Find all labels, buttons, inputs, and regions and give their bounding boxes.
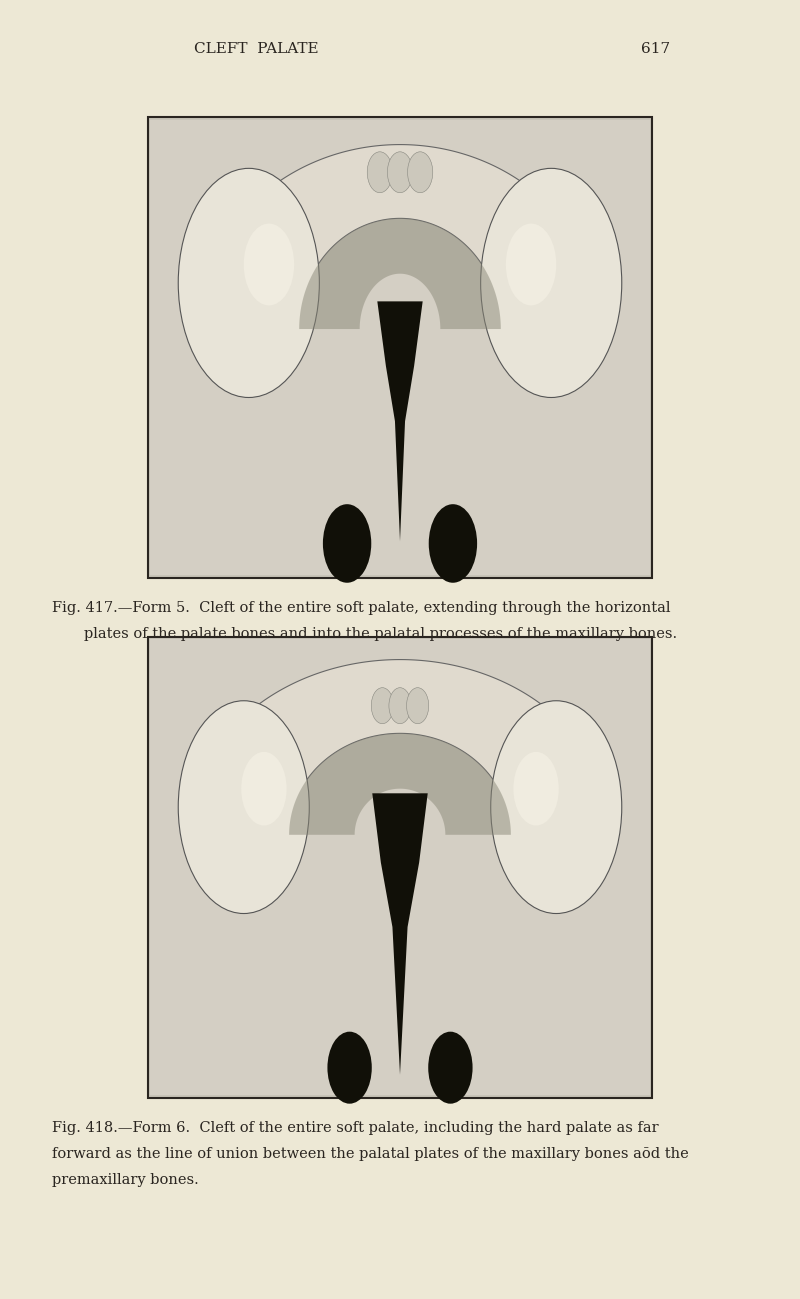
Circle shape (178, 169, 319, 397)
Circle shape (371, 687, 394, 724)
Polygon shape (299, 218, 501, 329)
Circle shape (387, 152, 413, 192)
Circle shape (490, 700, 622, 913)
Text: premaxillary bones.: premaxillary bones. (52, 1173, 198, 1187)
Polygon shape (372, 794, 428, 1074)
Bar (150, 120, 650, 575)
Bar (148, 117, 652, 578)
Circle shape (327, 1031, 372, 1104)
Circle shape (244, 223, 294, 305)
Circle shape (428, 1031, 473, 1104)
Circle shape (389, 687, 411, 724)
Bar (150, 639, 650, 1095)
Circle shape (323, 504, 371, 583)
Circle shape (429, 504, 477, 583)
Circle shape (367, 152, 393, 192)
Polygon shape (289, 734, 511, 835)
Circle shape (406, 687, 429, 724)
Text: plates of the palate bones and into the palatal processes of the maxillary bones: plates of the palate bones and into the … (84, 627, 677, 642)
Text: Fig. 418.—Form 6.  Cleft of the entire soft palate, including the hard palate as: Fig. 418.—Form 6. Cleft of the entire so… (52, 1121, 658, 1135)
Circle shape (481, 169, 622, 397)
Polygon shape (378, 301, 422, 542)
Circle shape (514, 752, 558, 826)
Circle shape (506, 223, 556, 305)
Circle shape (178, 700, 310, 913)
Polygon shape (188, 660, 612, 835)
Text: CLEFT  PALATE: CLEFT PALATE (194, 43, 318, 56)
Circle shape (242, 752, 286, 826)
Text: Fig. 417.—Form 5.  Cleft of the entire soft palate, extending through the horizo: Fig. 417.—Form 5. Cleft of the entire so… (52, 601, 670, 616)
Polygon shape (198, 144, 602, 329)
Circle shape (407, 152, 433, 192)
Text: 617: 617 (642, 43, 670, 56)
Bar (148, 637, 652, 1098)
Text: forward as the line of union between the palatal plates of the maxillary bones a: forward as the line of union between the… (52, 1147, 689, 1161)
